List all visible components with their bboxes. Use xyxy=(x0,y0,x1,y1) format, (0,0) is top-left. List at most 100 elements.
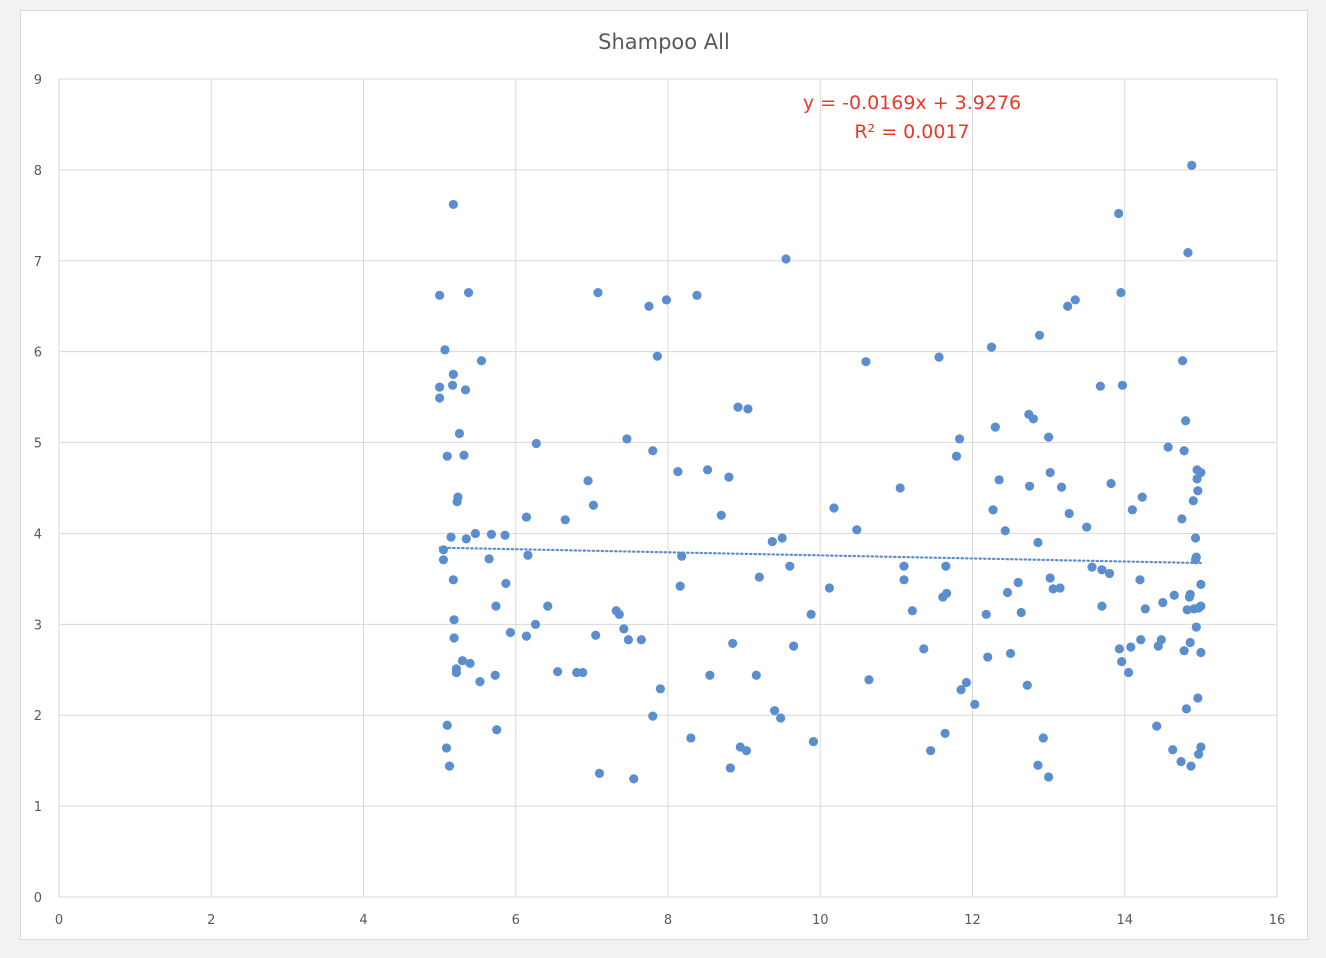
data-point xyxy=(702,465,713,475)
data-point xyxy=(1188,496,1198,506)
data-point xyxy=(454,428,465,439)
data-point xyxy=(1185,589,1195,599)
data-point xyxy=(475,676,485,687)
data-point xyxy=(655,684,665,694)
data-point xyxy=(661,295,672,305)
data-point xyxy=(852,525,862,535)
data-point xyxy=(1117,656,1127,667)
data-point xyxy=(1127,505,1137,515)
data-point xyxy=(673,467,683,477)
y-tick-label: 3 xyxy=(34,618,42,633)
data-point xyxy=(733,402,743,412)
x-tick-label: 0 xyxy=(55,913,63,928)
data-point xyxy=(1104,568,1115,579)
data-point xyxy=(1156,635,1166,645)
data-point xyxy=(1095,381,1105,391)
y-tick-label: 7 xyxy=(34,255,42,270)
data-point xyxy=(583,476,593,486)
data-point xyxy=(1158,597,1168,608)
data-point xyxy=(449,615,459,625)
data-point xyxy=(1064,508,1074,519)
data-point xyxy=(1196,647,1206,658)
data-point xyxy=(459,450,469,460)
data-point xyxy=(789,641,799,651)
data-point xyxy=(629,774,639,784)
data-point xyxy=(447,380,458,390)
data-point xyxy=(435,382,445,392)
data-point xyxy=(1005,648,1016,659)
data-point xyxy=(1045,467,1055,478)
data-point xyxy=(1063,301,1073,311)
data-point xyxy=(728,638,738,649)
data-point xyxy=(1028,414,1038,424)
data-point xyxy=(942,588,952,599)
data-point xyxy=(954,434,965,444)
data-point xyxy=(824,583,834,593)
chart-title: Shampoo All xyxy=(598,30,730,54)
data-point xyxy=(981,609,991,619)
data-point xyxy=(622,434,632,444)
data-point xyxy=(636,635,646,645)
data-point xyxy=(1182,605,1192,615)
data-point xyxy=(725,763,736,773)
data-point xyxy=(1183,247,1193,258)
data-point xyxy=(501,578,511,589)
data-point xyxy=(934,352,944,362)
data-point xyxy=(449,633,459,643)
data-point xyxy=(593,287,603,298)
data-point xyxy=(451,667,461,678)
data-point xyxy=(594,768,605,778)
data-point xyxy=(623,635,634,645)
data-point xyxy=(1179,446,1189,456)
trendline xyxy=(438,546,1202,565)
data-point xyxy=(441,743,452,753)
data-point xyxy=(1186,761,1196,771)
x-tick-label: 8 xyxy=(664,913,672,928)
data-point xyxy=(1114,208,1124,219)
data-point xyxy=(523,550,533,560)
data-point xyxy=(531,438,541,449)
data-point xyxy=(619,624,629,634)
data-point xyxy=(1087,562,1097,572)
data-point xyxy=(994,475,1004,485)
data-point xyxy=(1169,590,1179,600)
x-tick-label: 2 xyxy=(207,913,215,928)
data-point xyxy=(505,627,516,638)
data-point xyxy=(461,534,471,544)
data-point xyxy=(1168,745,1178,755)
data-point xyxy=(1152,721,1162,731)
data-point xyxy=(1185,637,1195,648)
data-point xyxy=(961,677,972,688)
data-point xyxy=(705,670,715,680)
x-tick-label: 16 xyxy=(1269,913,1286,928)
data-point xyxy=(446,532,456,542)
data-point xyxy=(1191,552,1201,562)
data-point xyxy=(769,706,780,716)
data-point xyxy=(543,601,553,611)
data-point xyxy=(476,356,487,366)
data-points xyxy=(435,160,1206,784)
data-point xyxy=(1116,287,1126,298)
data-point xyxy=(1097,601,1107,611)
data-point xyxy=(777,533,787,543)
data-point xyxy=(1193,486,1203,496)
data-point xyxy=(521,631,532,641)
data-point xyxy=(899,575,909,585)
x-tick-label: 12 xyxy=(964,913,981,928)
data-point xyxy=(781,254,791,264)
data-point xyxy=(588,500,598,510)
data-point xyxy=(500,530,510,540)
data-point xyxy=(767,537,777,547)
data-point xyxy=(440,345,450,355)
data-point xyxy=(648,711,658,721)
data-point xyxy=(1000,526,1010,536)
data-point xyxy=(1002,587,1013,598)
data-point xyxy=(1013,577,1023,588)
data-point xyxy=(716,510,726,520)
data-point xyxy=(1136,635,1146,645)
data-point xyxy=(1082,522,1092,532)
data-point xyxy=(1137,492,1147,502)
data-point xyxy=(644,301,654,311)
data-point xyxy=(560,515,570,525)
data-point xyxy=(491,601,501,611)
